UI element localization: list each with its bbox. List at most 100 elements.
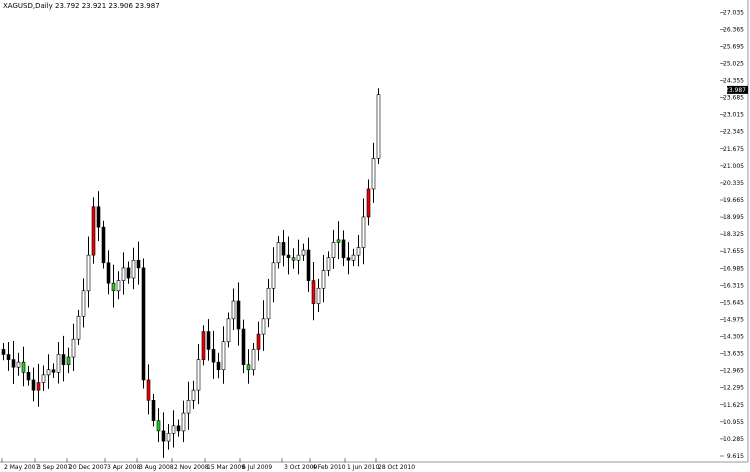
candle-body (281, 242, 286, 256)
candle (331, 229, 336, 269)
candle (301, 243, 306, 261)
candle (96, 191, 101, 242)
candle-body (191, 389, 196, 401)
candle-body (366, 188, 371, 218)
candle-body (121, 267, 126, 281)
candle (161, 412, 166, 458)
candle (306, 237, 311, 292)
candle-body (26, 372, 31, 381)
x-tick-label: 3 Oct 2009 (284, 464, 317, 471)
y-tick-label: 20.335 (723, 180, 744, 187)
candle (281, 229, 286, 267)
candle (251, 343, 256, 376)
candle (86, 236, 91, 308)
candle (286, 236, 291, 275)
candle (261, 300, 266, 351)
y-tick-label: 23.015 (723, 112, 744, 119)
y-tick-label: 19.665 (723, 197, 744, 204)
y-tick-label: 25.695 (723, 43, 744, 50)
candle (351, 248, 356, 266)
candle-body (146, 379, 151, 401)
candle-body (206, 331, 211, 350)
candle-body (106, 262, 111, 284)
candle-body (236, 300, 241, 330)
candle (31, 367, 36, 402)
candle (321, 254, 326, 303)
candle (46, 354, 51, 389)
x-tick-label: 3 Sep 2007 (37, 464, 71, 471)
candle (66, 347, 71, 374)
candle-body (46, 369, 51, 376)
y-tick-label: 16.315 (723, 282, 744, 289)
candle (206, 319, 211, 361)
y-tick-label: 15.645 (723, 299, 744, 306)
candle-body (66, 356, 71, 365)
candle-body (246, 364, 251, 371)
y-tick-label: 12.295 (723, 385, 744, 392)
candle (356, 235, 361, 267)
candle (166, 424, 171, 450)
current-price-marker (727, 85, 748, 94)
candle-body (316, 287, 321, 304)
candle (176, 419, 181, 437)
candle (146, 364, 151, 415)
candle-body (11, 359, 16, 368)
x-tick-label: 20 Dec 2007 (69, 464, 108, 471)
candle-body (91, 206, 96, 256)
candle-body (251, 349, 256, 371)
candle-body (346, 257, 351, 261)
candle-body (376, 94, 381, 159)
candle (341, 230, 346, 267)
candle (336, 221, 341, 260)
candle-body (231, 300, 236, 320)
candle (201, 325, 206, 366)
candle (236, 282, 241, 346)
candle-body (116, 280, 121, 292)
candle-body (306, 249, 311, 281)
candle-body (181, 412, 186, 432)
candle (26, 365, 31, 386)
candle (156, 408, 161, 443)
y-tick-label: 24.355 (723, 78, 744, 85)
candle-body (351, 254, 356, 261)
candle-body (261, 318, 266, 335)
x-tick-label: 28 Oct 2010 (378, 464, 415, 471)
candle (241, 319, 246, 374)
y-tick-label: 25.025 (723, 60, 744, 67)
y-tick-label: 16.985 (723, 265, 744, 272)
candle-body (16, 361, 21, 368)
candle-body (131, 259, 136, 279)
candle (211, 330, 216, 379)
candle-body (1, 349, 6, 355)
candle-body (221, 341, 226, 371)
candle (91, 197, 96, 264)
candle (221, 326, 226, 384)
candle (126, 261, 131, 284)
candle (16, 352, 21, 376)
candle-body (356, 247, 361, 256)
x-tick-label: 3 Aug 2008 (139, 464, 174, 471)
x-tick-label: 2 May 2007 (4, 464, 39, 471)
candle (346, 242, 351, 275)
candle-body (171, 425, 176, 434)
candle (6, 342, 11, 371)
candle (81, 278, 86, 328)
candle (316, 278, 321, 313)
candle (151, 393, 156, 427)
candle (116, 271, 121, 300)
candle (71, 323, 76, 372)
y-tick-label: 14.975 (723, 316, 744, 323)
candle (271, 247, 276, 303)
candle (291, 248, 296, 269)
candle (376, 88, 381, 165)
candle (171, 410, 176, 448)
y-tick-label: 18.995 (723, 214, 744, 221)
candle (41, 365, 46, 391)
candle (366, 179, 371, 226)
y-tick-label: 10.285 (723, 436, 744, 443)
candle-body (276, 242, 281, 264)
candle (231, 288, 236, 331)
candle-body (361, 216, 366, 248)
candle (1, 343, 6, 361)
candle-body (71, 338, 76, 358)
